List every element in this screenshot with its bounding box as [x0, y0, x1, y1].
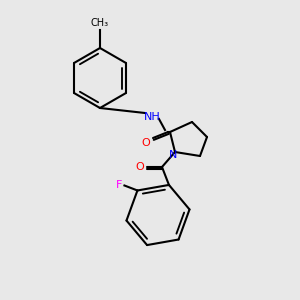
- Text: N: N: [169, 150, 177, 160]
- Text: CH₃: CH₃: [91, 18, 109, 28]
- Text: O: O: [142, 138, 150, 148]
- Text: O: O: [136, 162, 144, 172]
- Text: F: F: [116, 181, 123, 190]
- Text: NH: NH: [144, 112, 160, 122]
